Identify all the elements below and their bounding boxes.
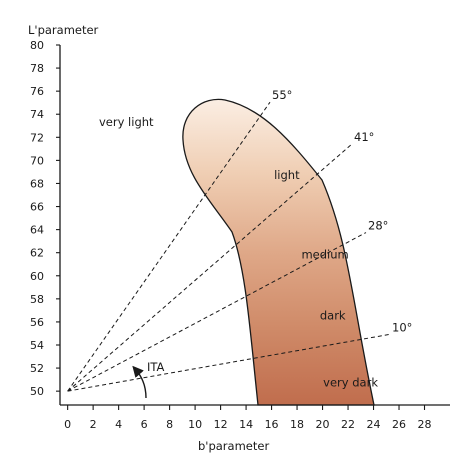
- y-tick-label: 60: [30, 270, 44, 283]
- y-tick-label: 66: [30, 201, 44, 214]
- y-tick-label: 62: [30, 247, 44, 260]
- angle-label-28: 28°: [368, 219, 388, 233]
- y-tick-label: 50: [30, 385, 44, 398]
- x-tick-label: 4: [115, 418, 122, 431]
- x-tick-label: 18: [290, 418, 304, 431]
- x-tick-label: 14: [239, 418, 253, 431]
- angle-line-10: [67, 333, 391, 392]
- x-tick-label: 8: [166, 418, 173, 431]
- y-tick-label: 58: [30, 293, 44, 306]
- y-tick-label: 70: [30, 154, 44, 167]
- x-tick-label: 20: [316, 418, 330, 431]
- x-axis-title: b'parameter: [198, 439, 269, 453]
- angle-label-10: 10°: [392, 320, 412, 334]
- angle-line-28: [67, 232, 367, 392]
- x-tick-label: 0: [64, 418, 71, 431]
- y-tick-label: 76: [30, 85, 44, 98]
- y-axis-title: L'parameter: [28, 23, 99, 37]
- y-tick-label: 56: [30, 316, 44, 329]
- x-tick-label: 26: [392, 418, 406, 431]
- region-labels: very light light medium dark very dark: [99, 115, 378, 390]
- x-tick-label: 24: [367, 418, 381, 431]
- angle-label-55: 55°: [272, 88, 292, 102]
- region-label-medium: medium: [301, 247, 348, 261]
- x-tick-label: 22: [341, 418, 355, 431]
- x-tick-label: 2: [90, 418, 97, 431]
- y-tick-label: 64: [30, 224, 44, 237]
- y-axis-ticks: 50 52 54 56 58 60 62 64 66 68 70 72 74 76 78 80: [30, 39, 60, 398]
- y-tick-label: 78: [30, 62, 44, 75]
- angle-line-55: [67, 101, 271, 392]
- region-label-very-light: very light: [99, 115, 154, 129]
- skin-tone-region: [182, 98, 375, 406]
- angle-label-41: 41°: [354, 130, 374, 144]
- y-tick-label: 54: [30, 339, 44, 352]
- y-tick-label: 68: [30, 177, 44, 190]
- x-tick-label: 12: [214, 418, 228, 431]
- x-tick-label: 6: [141, 418, 148, 431]
- x-tick-label: 10: [188, 418, 202, 431]
- region-label-light: light: [274, 168, 300, 182]
- y-tick-label: 74: [30, 108, 44, 121]
- x-tick-label: 28: [418, 418, 432, 431]
- y-tick-label: 52: [30, 362, 44, 375]
- x-axis-ticks: 0 2 4 6 8 10 12 14 16 18 20 22 24 26 28: [64, 405, 432, 431]
- region-label-very-dark: very dark: [323, 376, 378, 390]
- y-tick-label: 72: [30, 131, 44, 144]
- ita-angle-lines: 55° 41° 28° 10°: [67, 88, 412, 392]
- x-tick-label: 16: [265, 418, 279, 431]
- region-label-dark: dark: [320, 309, 346, 323]
- ita-arc-arrow: [132, 365, 147, 399]
- ita-label: ITA: [147, 360, 165, 374]
- y-tick-label: 80: [30, 39, 44, 52]
